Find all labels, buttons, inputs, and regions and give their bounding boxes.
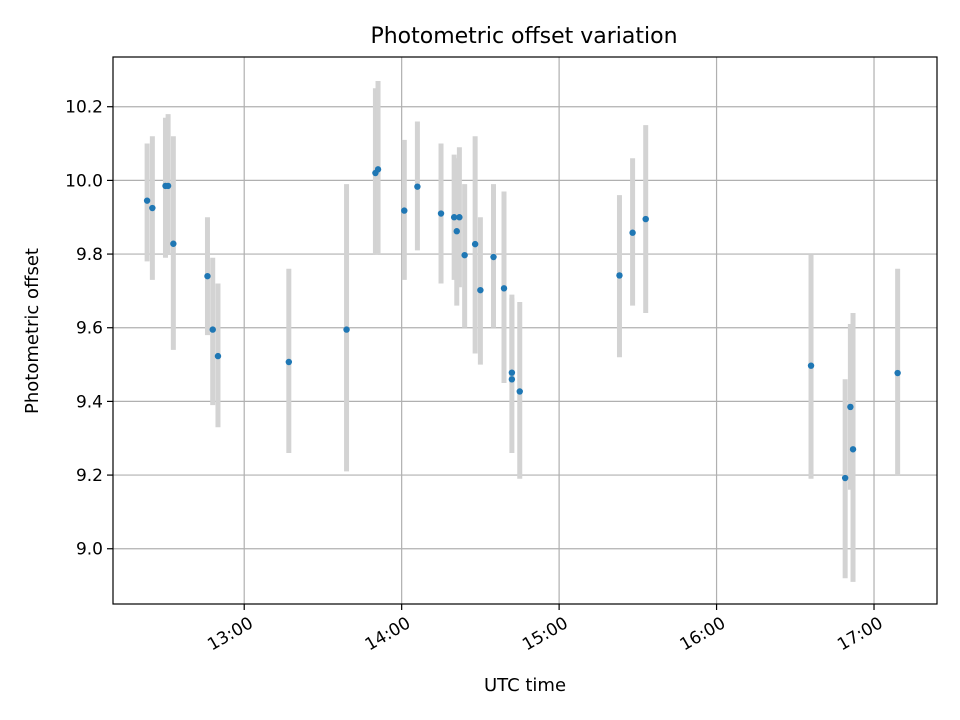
data-points <box>143 166 901 482</box>
data-point <box>414 183 421 190</box>
data-point <box>642 215 649 223</box>
data-point <box>471 240 479 248</box>
data-point <box>500 285 508 292</box>
x-axis-ticks: 13:00 14:00 15:00 16:00 17:00 <box>204 604 887 655</box>
data-point <box>204 272 211 280</box>
y-tick-label: 10.2 <box>65 98 103 118</box>
chart-title: Photometric offset variation <box>370 24 677 49</box>
data-point <box>894 369 901 377</box>
data-point <box>807 362 815 369</box>
data-point <box>508 376 516 383</box>
x-tick-label: 13:00 <box>204 613 256 655</box>
data-point <box>164 182 172 190</box>
error-bars <box>144 80 901 582</box>
y-tick-label: 9.0 <box>76 540 103 560</box>
data-point <box>516 388 523 395</box>
y-tick-label: 10.0 <box>65 171 103 191</box>
data-point <box>456 214 463 221</box>
data-point <box>401 207 408 214</box>
data-point <box>143 197 151 204</box>
y-axis-label: Photometric offset <box>22 248 43 414</box>
data-point <box>170 240 177 247</box>
x-tick-label: 17:00 <box>834 613 886 655</box>
x-tick-label: 14:00 <box>362 613 414 655</box>
data-point <box>461 251 468 259</box>
data-point <box>450 214 458 221</box>
y-tick-label: 9.2 <box>76 466 103 486</box>
data-point <box>214 352 222 360</box>
data-point <box>847 403 854 411</box>
data-point <box>490 253 497 261</box>
data-point <box>849 446 857 453</box>
data-point <box>149 204 156 212</box>
data-point <box>209 326 216 333</box>
data-point <box>841 474 849 482</box>
y-axis-ticks: 9.0 9.2 9.4 9.6 9.8 10.0 10.2 <box>65 98 113 560</box>
y-tick-label: 9.4 <box>76 392 103 412</box>
x-axis-label: UTC time <box>484 675 566 696</box>
data-point <box>629 229 636 236</box>
y-tick-label: 9.6 <box>76 319 103 339</box>
data-point <box>477 286 484 294</box>
x-tick-label: 16:00 <box>677 613 729 655</box>
plot-frame <box>112 56 938 605</box>
data-point <box>374 166 382 173</box>
data-point <box>616 272 623 279</box>
data-point <box>343 326 350 333</box>
grid-lines <box>113 57 937 604</box>
data-point <box>508 369 516 376</box>
data-point <box>437 210 445 217</box>
x-tick-label: 15:00 <box>519 613 571 655</box>
data-point <box>285 358 293 366</box>
y-tick-label: 9.8 <box>76 245 103 265</box>
data-point <box>453 228 460 235</box>
